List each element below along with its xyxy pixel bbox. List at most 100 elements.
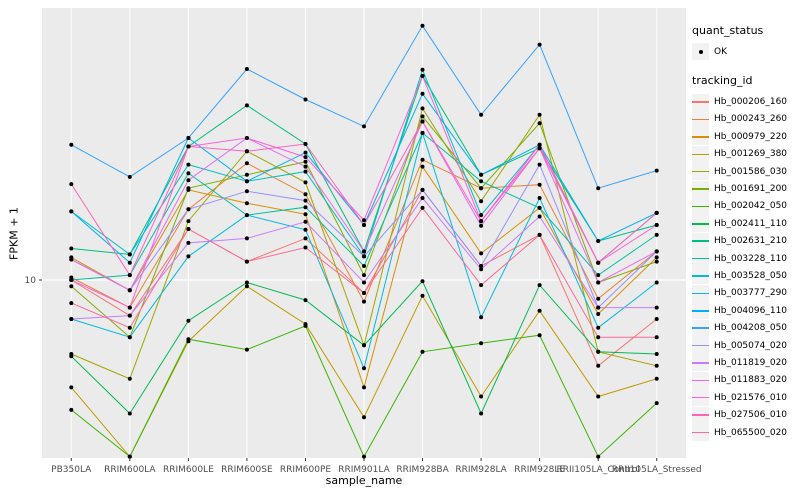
data-point [244, 136, 249, 140]
data-point [479, 172, 484, 177]
data-point [186, 240, 191, 245]
legend-item-Hb_065500_020: Hb_065500_020 [692, 424, 800, 441]
y-axis-title: FPKM + 1 [7, 207, 21, 260]
data-point [479, 394, 484, 399]
legend-key-box [692, 354, 709, 372]
legend-item-Hb_002411_110: Hb_002411_110 [692, 215, 800, 233]
data-point [127, 288, 132, 293]
legend-item-Hb_004208_050: Hb_004208_050 [692, 319, 800, 337]
data-point [186, 227, 191, 231]
data-point [479, 223, 484, 228]
legend-key-box [692, 371, 709, 389]
data-point [537, 308, 542, 313]
legend-key-box [692, 215, 709, 233]
x-tick-label: RRII105LA_Stressed [612, 465, 702, 475]
data-point [303, 150, 308, 155]
series-color-line [692, 101, 709, 103]
data-point [303, 245, 308, 250]
legend-item-label: Hb_001586_030 [714, 166, 788, 177]
data-point [69, 278, 74, 282]
data-point [654, 280, 659, 285]
data-point [479, 411, 484, 416]
data-point [186, 219, 191, 224]
data-point [596, 305, 601, 310]
data-point [596, 280, 601, 285]
data-point [303, 212, 308, 217]
series-color-line [692, 240, 709, 242]
data-point [127, 454, 132, 459]
legend-item-Hb_000243_260: Hb_000243_260 [692, 110, 800, 128]
data-point [654, 249, 659, 254]
legend-key-box [692, 163, 709, 181]
data-point [654, 232, 659, 237]
data-point [537, 121, 542, 126]
data-point [186, 207, 191, 212]
data-point [244, 280, 249, 285]
data-point [654, 363, 659, 368]
x-tick-label: RRIM901LA [338, 465, 390, 475]
data-point [362, 218, 366, 223]
legend-item-label: Hb_001269_380 [714, 149, 788, 160]
data-point [537, 196, 542, 200]
data-point [420, 293, 425, 298]
data-point [420, 279, 425, 284]
legend-item-label: Hb_004096_110 [714, 305, 788, 316]
legend: quant_status OK tracking_id Hb_000206_16… [692, 24, 800, 441]
legend-item-label: Hb_003777_290 [714, 288, 788, 299]
legend-item-Hb_005074_020: Hb_005074_020 [692, 337, 800, 355]
data-point [303, 142, 308, 146]
legend-key-box [692, 424, 709, 441]
data-point [244, 201, 249, 206]
data-point [479, 341, 484, 346]
data-point [654, 317, 659, 321]
data-point [303, 205, 308, 210]
data-point [303, 227, 308, 232]
legend-item-label: Hb_000206_160 [714, 97, 788, 108]
data-point [420, 73, 425, 78]
data-point [127, 335, 132, 340]
legend-item-label: Hb_000979_220 [714, 131, 788, 142]
data-point [303, 97, 308, 102]
data-point [244, 179, 249, 184]
legend-item-label: Hb_011883_020 [714, 375, 788, 386]
legend-item-Hb_001586_030: Hb_001586_030 [692, 163, 800, 181]
data-point [420, 349, 425, 354]
legend-quant-status: quant_status OK [692, 24, 800, 61]
x-tick-label: RRIM600PE [280, 465, 332, 475]
data-point [303, 192, 308, 197]
data-point [244, 259, 249, 264]
data-point [420, 106, 425, 111]
series-color-line [692, 257, 709, 260]
legend-item-label: OK [714, 46, 727, 57]
legend-item-Hb_000206_160: Hb_000206_160 [692, 93, 800, 111]
x-axis-title: sample_name [325, 474, 403, 487]
data-point [127, 260, 132, 265]
data-point [479, 267, 484, 272]
x-tick-label: RRIM928LE [514, 465, 565, 475]
data-point [420, 119, 425, 124]
data-point [127, 174, 132, 179]
data-point [420, 157, 425, 162]
data-point [479, 199, 484, 204]
data-point [69, 142, 74, 147]
data-point [362, 415, 366, 420]
data-point [654, 255, 659, 260]
series-color-line [692, 170, 709, 173]
data-point [244, 172, 249, 177]
series-color-line [692, 396, 709, 399]
data-point [654, 168, 659, 173]
data-point [596, 312, 601, 316]
legend-key-box [692, 180, 709, 198]
legend-item-Hb_001269_380: Hb_001269_380 [692, 145, 800, 163]
data-point [303, 323, 308, 328]
data-point [654, 223, 659, 227]
legend-item-label: Hb_027506_010 [714, 410, 788, 421]
data-point [420, 131, 425, 135]
data-point [127, 305, 132, 310]
data-point [654, 376, 659, 381]
x-tick-label: RRIM600SE [221, 465, 273, 475]
data-point [362, 454, 366, 459]
series-color-line [692, 188, 709, 190]
x-tick-label: PB350LA [51, 465, 92, 475]
data-point [420, 67, 425, 72]
